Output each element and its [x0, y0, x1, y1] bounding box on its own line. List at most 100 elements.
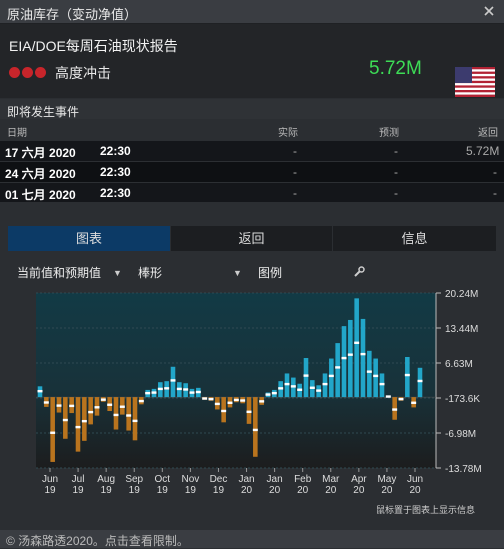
bar: [88, 397, 93, 425]
bar: [63, 397, 68, 439]
row-forecast: -: [394, 165, 398, 179]
y-tick-label: 6.63M: [445, 359, 473, 370]
forecast-marker: [347, 353, 353, 356]
x-tick-year: 19: [129, 485, 141, 496]
forecast-marker: [227, 401, 233, 404]
col-date: 日期: [7, 128, 27, 139]
legend-toggle[interactable]: 图例: [258, 266, 283, 280]
row-date: 17 六月 2020: [5, 146, 76, 160]
bar: [170, 366, 176, 398]
bar: [75, 397, 81, 452]
forecast-marker: [170, 379, 176, 382]
tab-chart[interactable]: 图表: [8, 226, 171, 251]
event-title: EIA/DOE每周石油现状报告: [9, 38, 178, 54]
chart-hint: 鼠标置于图表上显示信息: [376, 505, 476, 515]
bar: [303, 358, 309, 398]
row-previous: -: [493, 186, 497, 200]
y-tick-label: -173.6K: [445, 394, 480, 405]
bar: [341, 326, 347, 398]
bar: [253, 397, 258, 457]
bar: [335, 343, 340, 398]
forecast-marker: [309, 386, 315, 389]
forecast-marker: [164, 387, 170, 390]
forecast-marker: [221, 409, 227, 413]
forecast-marker: [366, 370, 372, 373]
x-tick-year: 20: [409, 485, 421, 496]
forecast-marker: [56, 404, 62, 407]
impact-dot-icon: [9, 67, 20, 78]
forecast-marker: [119, 405, 125, 408]
x-tick-month: Jun: [407, 474, 423, 485]
table-row[interactable]: 24 六月 2020 22:30 - - -: [0, 162, 504, 183]
forecast-marker: [278, 387, 284, 390]
x-tick-year: 20: [353, 485, 365, 496]
bar: [354, 298, 359, 398]
chart-toolbar: 当前值和预期值 ▼ 棒形 ▼ 图例: [8, 262, 374, 282]
row-previous: -: [493, 165, 497, 179]
forecast-marker: [328, 374, 334, 378]
bar: [348, 319, 353, 398]
y-tick-label: -13.78M: [445, 464, 482, 475]
x-tick-year: 20: [297, 485, 309, 496]
x-tick-month: Aug: [97, 474, 115, 485]
bar: [126, 397, 131, 431]
title-bar: 原油库存（变动净值）: [0, 0, 504, 24]
forecast-marker: [411, 401, 417, 404]
x-tick-month: Apr: [351, 474, 367, 485]
forecast-marker: [252, 428, 258, 432]
forecast-marker: [246, 410, 252, 414]
forecast-marker: [297, 388, 303, 391]
inventory-bar-chart[interactable]: 20.24M 13.44M 6.63M -173.6K -6.98M -13.78M Jun…: [0, 284, 504, 522]
row-date: 24 六月 2020: [5, 167, 76, 181]
x-tick-month: Sep: [125, 474, 143, 485]
tab-info[interactable]: 信息: [333, 226, 497, 251]
forecast-marker: [341, 356, 347, 360]
footer[interactable]: © 汤森路透2020。点击查看限制。: [0, 530, 504, 548]
x-tick-year: 19: [213, 485, 225, 496]
bar: [373, 358, 378, 398]
forecast-marker: [398, 397, 404, 401]
forecast-marker: [176, 387, 182, 391]
row-actual: -: [293, 186, 297, 200]
x-tick-month: Feb: [294, 474, 312, 485]
mode-select[interactable]: 当前值和预期值: [17, 266, 102, 280]
forecast-marker: [214, 402, 220, 406]
x-tick-month: Nov: [181, 474, 199, 485]
row-date: 01 七月 2020: [5, 188, 76, 202]
row-previous: 5.72M: [466, 144, 500, 158]
forecast-marker: [335, 366, 341, 369]
x-tick-month: Jan: [238, 474, 254, 485]
row-forecast: -: [394, 186, 398, 200]
col-forecast: 预测: [379, 128, 399, 139]
forecast-marker: [195, 390, 201, 394]
x-tick-month: Jan: [267, 474, 283, 485]
forecast-marker: [132, 419, 138, 423]
forecast-marker: [37, 389, 43, 393]
chart-type-select[interactable]: 棒形: [138, 266, 163, 280]
wrench-icon[interactable]: [353, 266, 365, 278]
bar: [221, 397, 226, 423]
bar: [82, 397, 87, 441]
forecast-marker: [151, 391, 157, 394]
close-icon[interactable]: [480, 2, 498, 20]
impact-indicator: [9, 65, 48, 83]
forecast-marker: [107, 403, 113, 406]
forecast-marker: [81, 419, 87, 423]
forecast-marker: [404, 373, 410, 377]
latest-value: 5.72M: [369, 58, 422, 79]
chevron-down-icon[interactable]: ▼: [113, 268, 122, 278]
x-tick-year: 19: [44, 485, 56, 496]
col-actual: 实际: [278, 128, 298, 139]
forecast-marker: [379, 382, 385, 386]
tab-returns[interactable]: 返回: [171, 226, 333, 251]
bar: [132, 397, 138, 441]
event-header: EIA/DOE每周石油现状报告 高度冲击 5.72M: [0, 24, 504, 98]
table-row[interactable]: 17 六月 2020 22:30 - - 5.72M: [0, 141, 504, 162]
row-time: 22:30: [100, 186, 131, 200]
table-row[interactable]: 01 七月 2020 22:30 - - -: [0, 183, 504, 204]
chevron-down-icon[interactable]: ▼: [233, 268, 242, 278]
bar: [405, 356, 410, 398]
y-tick-label: 20.24M: [445, 289, 478, 300]
bar: [246, 397, 252, 424]
x-tick-month: Jul: [72, 474, 85, 485]
